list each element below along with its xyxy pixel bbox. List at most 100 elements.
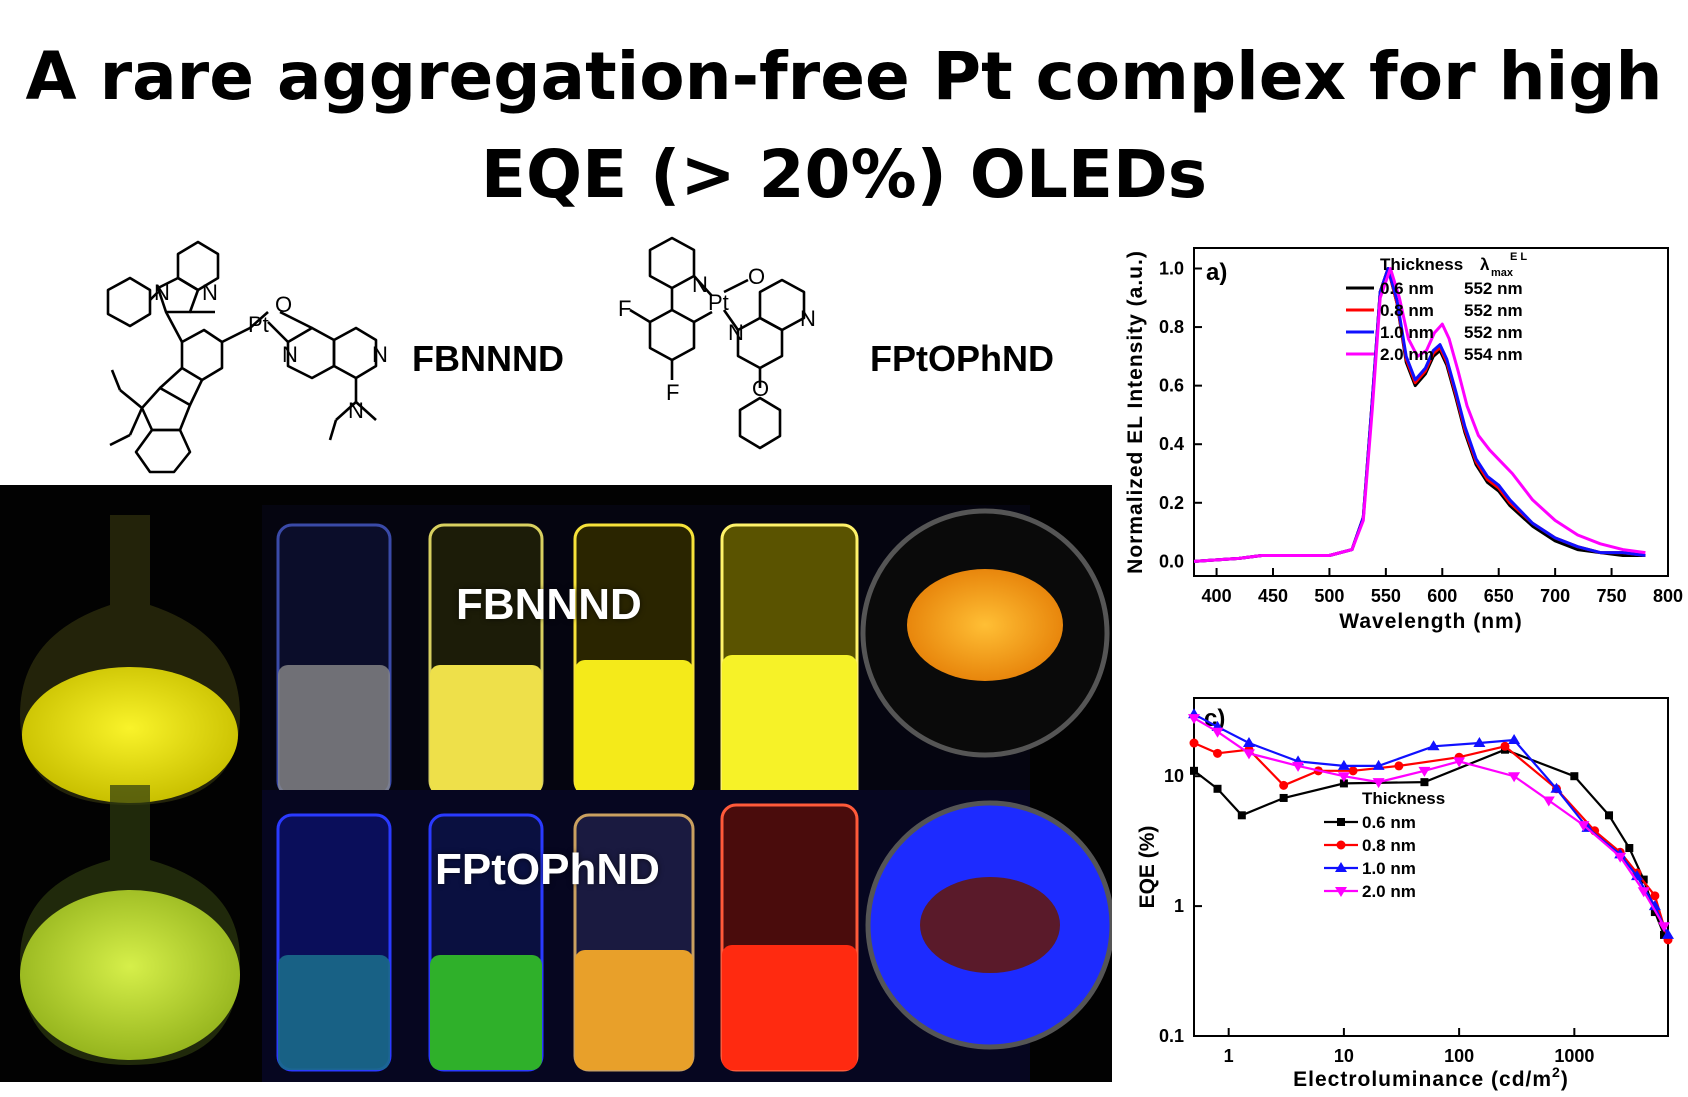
y-tick-label: 0.4: [1159, 434, 1184, 454]
data-marker: [1372, 778, 1385, 789]
data-marker: [1242, 737, 1255, 748]
svg-text:O: O: [748, 264, 765, 289]
y-axis-label: Normalized EL Intensity (a.u.): [1124, 250, 1147, 574]
x-tick-label: 450: [1258, 586, 1288, 606]
fptophnd-structure: N Pt O N N F F O: [618, 236, 816, 450]
title-line-2: EQE (> 20%) OLEDs: [480, 136, 1208, 213]
data-marker: [1648, 900, 1661, 911]
data-marker: [1348, 766, 1358, 776]
data-marker: [1639, 875, 1648, 884]
data-marker: [1292, 761, 1305, 772]
data-marker: [1650, 891, 1660, 901]
data-marker: [1657, 922, 1670, 933]
data-marker: [1188, 714, 1200, 725]
plot-frame: [1193, 247, 1669, 577]
legend-name: 1.0 nm: [1362, 859, 1416, 878]
data-marker: [1542, 796, 1555, 807]
legend-name: 2.0 nm: [1362, 882, 1416, 901]
x-tick-label: 500: [1314, 586, 1344, 606]
photo-label-fptophnd: FPtOPhND: [435, 845, 660, 894]
svg-text:N: N: [800, 306, 816, 331]
data-marker: [1614, 852, 1627, 863]
svg-text:F: F: [666, 380, 679, 405]
x-tick-label: 10: [1334, 1046, 1354, 1066]
x-tick-label: 1: [1224, 1046, 1234, 1066]
svg-text:N: N: [728, 320, 744, 345]
series-line: [1193, 748, 1666, 936]
data-marker: [1659, 930, 1668, 939]
data-marker: [1337, 772, 1350, 783]
data-marker: [1279, 793, 1288, 802]
fbnnnd-structure: N N Pt O N N N: [106, 240, 388, 474]
series-line: [1193, 717, 1665, 927]
data-marker: [1605, 811, 1614, 820]
svg-text:O: O: [752, 376, 769, 401]
y-tick-label: 0.1: [1159, 1026, 1184, 1046]
data-marker: [1279, 780, 1289, 790]
svg-text:N: N: [692, 272, 708, 297]
svg-text:Pt: Pt: [248, 312, 269, 337]
legend-lambda: 552 nm: [1464, 323, 1523, 342]
legend-name: 1.0 nm: [1380, 323, 1434, 342]
emission-photo: FBNNND FPtOPhND: [0, 485, 1112, 1082]
data-marker: [1213, 748, 1223, 758]
legend-lambda: 552 nm: [1464, 301, 1523, 320]
y-tick-label: 0.6: [1159, 376, 1184, 396]
x-tick-label: 1000: [1554, 1046, 1594, 1066]
data-marker: [1336, 840, 1346, 850]
legend-name: 2.0 nm: [1380, 345, 1434, 364]
legend-header-symbol: λ: [1480, 255, 1490, 274]
x-tick-label: 600: [1427, 586, 1457, 606]
data-marker: [1189, 738, 1199, 748]
svg-text:F: F: [618, 296, 631, 321]
x-tick-label: 400: [1202, 586, 1232, 606]
y-tick-label: 1: [1174, 896, 1184, 916]
fbnnnd-label: FBNNND: [412, 338, 564, 379]
svg-text:O: O: [275, 292, 292, 317]
data-marker: [1211, 727, 1224, 738]
legend-name: 0.8 nm: [1380, 301, 1434, 320]
data-marker: [1337, 759, 1350, 770]
legend-name: 0.6 nm: [1380, 279, 1434, 298]
y-tick-label: 0.2: [1159, 493, 1184, 513]
x-tick-label: 800: [1653, 586, 1683, 606]
data-marker: [1662, 928, 1674, 939]
x-tick-label: 700: [1540, 586, 1570, 606]
y-tick-label: 10: [1164, 766, 1184, 786]
data-marker: [1337, 818, 1345, 826]
svg-text:N: N: [282, 342, 298, 367]
y-tick-label: 0.0: [1159, 551, 1184, 571]
data-marker: [1335, 887, 1347, 897]
data-marker: [1453, 757, 1466, 768]
data-marker: [1420, 778, 1429, 787]
data-marker: [1473, 737, 1486, 748]
legend-header: Thickness: [1380, 255, 1463, 274]
plot-frame: [1193, 697, 1669, 1037]
x-axis-label: Electroluminance (cd/m2): [1293, 1064, 1569, 1091]
panel-label: a): [1206, 259, 1227, 286]
x-tick-label: 650: [1484, 586, 1514, 606]
data-marker: [1213, 784, 1222, 793]
svg-text:N: N: [154, 280, 170, 305]
data-marker: [1550, 782, 1563, 793]
data-marker: [1237, 811, 1246, 820]
data-marker: [1427, 740, 1440, 751]
series-line: [1193, 267, 1646, 563]
legend-name: 0.8 nm: [1362, 836, 1416, 855]
data-marker: [1637, 887, 1650, 898]
data-marker: [1570, 772, 1579, 781]
data-marker: [1418, 766, 1431, 777]
svg-text:N: N: [202, 280, 218, 305]
data-marker: [1625, 844, 1634, 853]
legend-name: 0.6 nm: [1362, 813, 1416, 832]
svg-text:Pt: Pt: [708, 290, 729, 315]
x-tick-label: 550: [1371, 586, 1401, 606]
y-tick-label: 1.0: [1159, 259, 1184, 279]
data-marker: [1335, 862, 1347, 872]
data-marker: [1339, 779, 1348, 788]
x-axis-label: Wavelength (nm): [1339, 610, 1522, 633]
y-tick-label: 0.8: [1159, 317, 1184, 337]
data-marker: [1372, 759, 1385, 770]
data-marker: [1508, 733, 1521, 744]
